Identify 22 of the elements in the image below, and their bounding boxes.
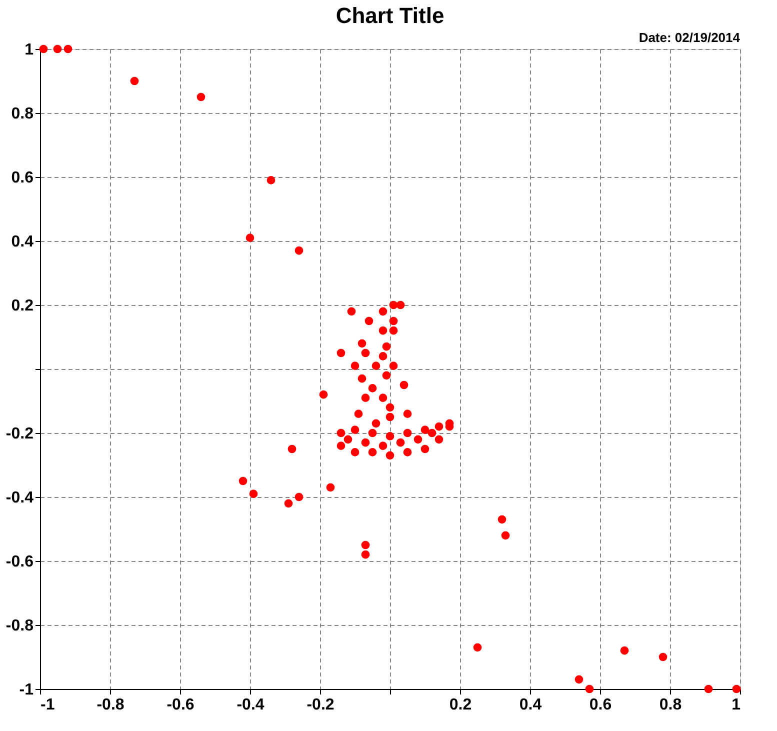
y-tick-label: -0.6 [6,554,34,570]
y-tick-label: 1 [24,42,34,58]
y-tick-label: -0.8 [6,618,34,634]
x-tick-label: -0.8 [96,696,124,714]
y-tick-label: -0.2 [6,426,34,442]
x-tick-label: 0.2 [449,696,472,714]
x-tick-label: 0.6 [589,696,612,714]
chart-title: Chart Title [336,3,444,28]
y-tick-label: 0.2 [11,298,34,314]
x-tick-label: -0.6 [166,696,194,714]
y-tick-label: -1 [19,682,34,698]
y-tick-label: 0.4 [11,234,34,250]
x-tick-label: -0.4 [236,696,264,714]
x-tick-label: 1 [732,696,741,714]
x-tick-label: 0.4 [519,696,542,714]
x-tick-label: 0.8 [659,696,682,714]
y-tick-label: 0.8 [11,106,34,122]
y-tick-label: 0.6 [11,170,34,186]
y-tick-label: -0.4 [6,490,34,506]
x-tick-label: -1 [40,696,55,714]
text: Date: 02/19/2014 [638,30,741,45]
x-tick-label: -0.2 [306,696,334,714]
